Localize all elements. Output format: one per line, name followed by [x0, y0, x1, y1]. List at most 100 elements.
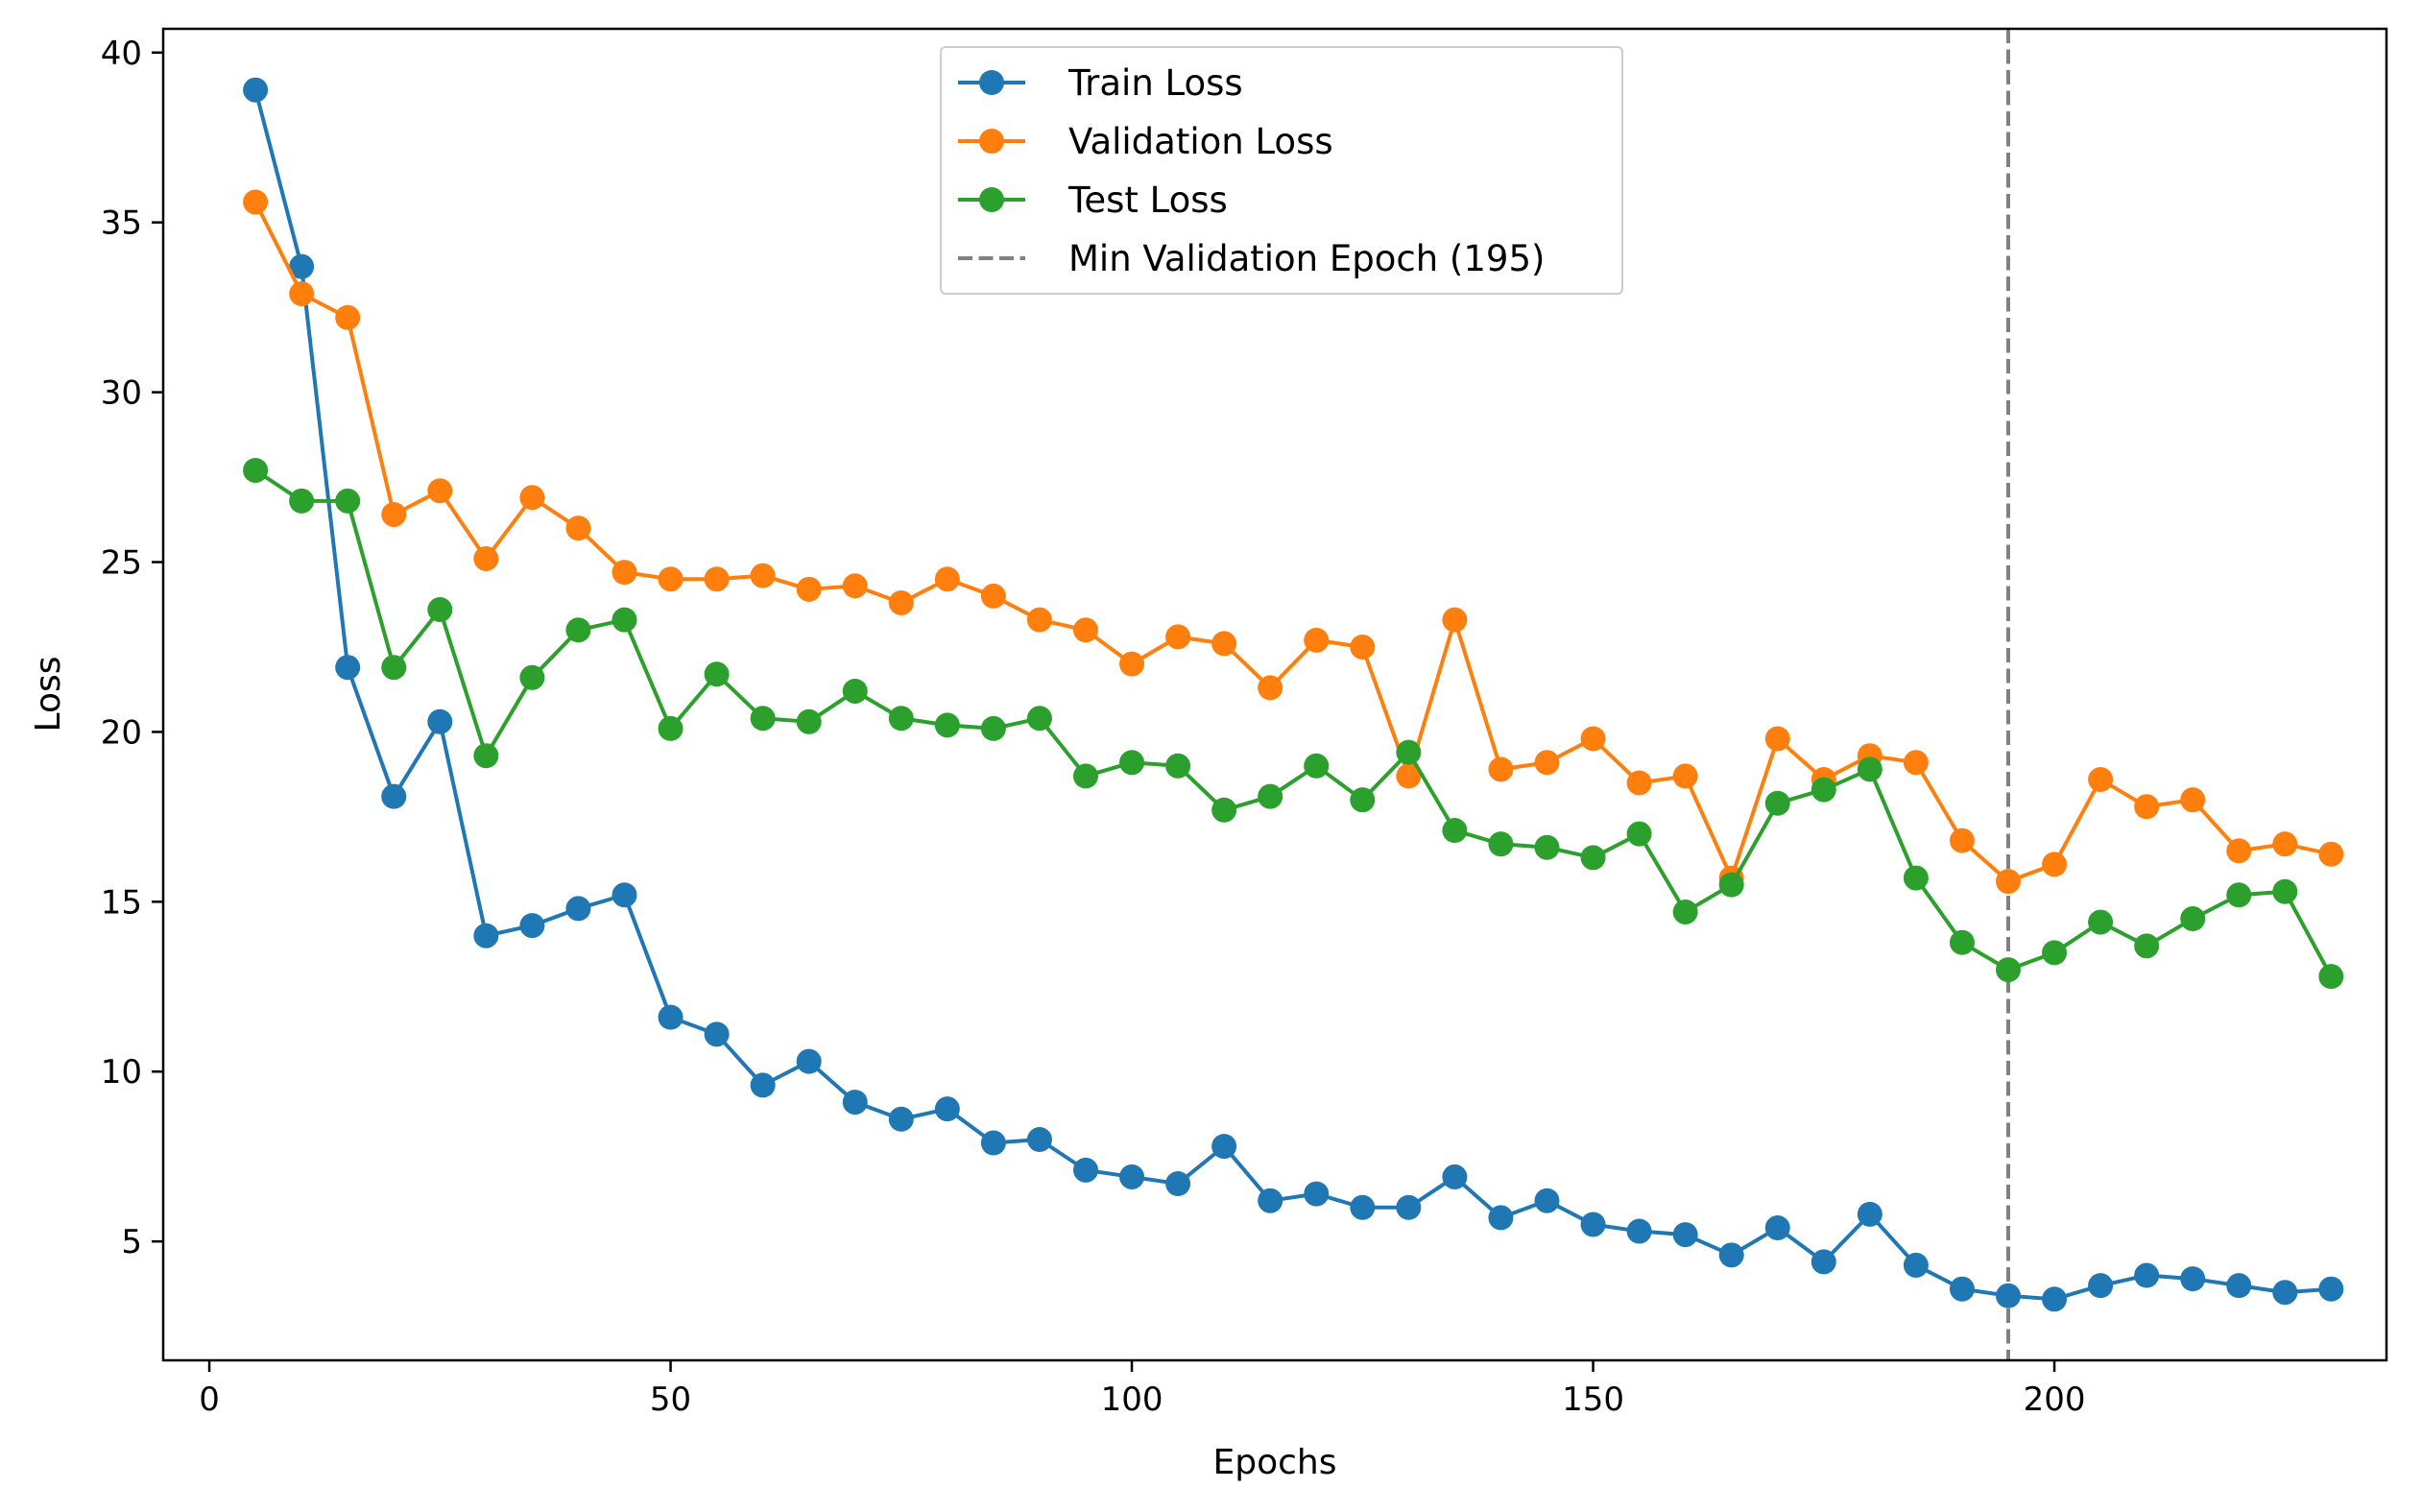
data-point-test-loss: [1211, 797, 1237, 823]
data-point-validation-loss: [381, 501, 407, 527]
data-point-test-loss: [2272, 878, 2298, 904]
data-point-validation-loss: [980, 583, 1006, 609]
data-point-train-loss: [1211, 1134, 1237, 1160]
x-tick-label: 150: [1562, 1380, 1624, 1419]
data-point-train-loss: [1857, 1201, 1882, 1227]
data-point-validation-loss: [1165, 624, 1191, 650]
data-point-test-loss: [1442, 818, 1468, 844]
legend-marker-test-loss: [979, 187, 1004, 212]
data-point-train-loss: [1764, 1215, 1790, 1241]
data-point-validation-loss: [750, 563, 776, 588]
data-point-test-loss: [1672, 899, 1698, 924]
data-point-test-loss: [842, 678, 868, 704]
data-point-train-loss: [427, 708, 453, 734]
data-point-validation-loss: [1626, 770, 1652, 796]
data-point-validation-loss: [1442, 607, 1468, 633]
data-point-train-loss: [1258, 1188, 1283, 1213]
legend: Train Loss Validation Loss Test Loss Min Va…: [940, 46, 1623, 295]
data-point-test-loss: [1857, 756, 1882, 782]
data-point-validation-loss: [1488, 756, 1514, 782]
data-point-test-loss: [1764, 790, 1790, 816]
x-axis-label: Epochs: [1213, 1443, 1337, 1482]
data-point-validation-loss: [888, 589, 914, 615]
series-test-loss: [243, 457, 2344, 990]
data-point-train-loss: [2318, 1276, 2344, 1302]
data-point-validation-loss: [1258, 675, 1283, 701]
data-point-test-loss: [1995, 957, 2021, 983]
data-point-train-loss: [1119, 1164, 1145, 1189]
data-point-train-loss: [1350, 1194, 1376, 1220]
legend-marker-validation-loss: [979, 129, 1004, 154]
data-point-test-loss: [381, 655, 407, 681]
data-point-test-loss: [1580, 845, 1606, 871]
data-point-train-loss: [1165, 1171, 1191, 1197]
data-point-validation-loss: [1072, 617, 1098, 643]
data-point-train-loss: [1672, 1222, 1698, 1248]
data-point-test-loss: [611, 607, 637, 633]
data-point-validation-loss: [2272, 831, 2298, 857]
data-point-test-loss: [1718, 872, 1744, 898]
data-point-validation-loss: [1672, 763, 1698, 789]
data-point-validation-loss: [2134, 794, 2160, 820]
data-point-test-loss: [1949, 929, 1975, 955]
data-point-test-loss: [2180, 906, 2206, 932]
data-point-validation-loss: [289, 280, 315, 306]
data-point-validation-loss: [934, 566, 960, 592]
data-point-train-loss: [1488, 1205, 1514, 1231]
legend-label-train-loss: Train Loss: [1067, 62, 1243, 104]
data-point-validation-loss: [427, 478, 453, 504]
data-point-train-loss: [289, 253, 315, 279]
plot-frame: [161, 27, 2388, 1362]
data-point-train-loss: [658, 1004, 683, 1030]
data-point-test-loss: [1626, 821, 1652, 847]
data-point-train-loss: [1626, 1218, 1652, 1244]
data-point-validation-loss: [1764, 726, 1790, 752]
data-point-train-loss: [1580, 1212, 1606, 1237]
data-point-train-loss: [796, 1048, 822, 1074]
data-point-validation-loss: [1396, 763, 1422, 789]
x-axis: 0 50 100 150 200: [199, 1360, 2085, 1419]
data-point-train-loss: [1903, 1252, 1929, 1278]
data-point-train-loss: [1304, 1181, 1330, 1207]
data-point-test-loss: [796, 708, 822, 734]
y-axis-label: Loss: [29, 657, 68, 732]
data-point-validation-loss: [2226, 838, 2252, 864]
data-point-validation-loss: [243, 189, 269, 215]
data-point-test-loss: [2318, 964, 2344, 990]
data-point-train-loss: [335, 655, 361, 681]
data-point-train-loss: [842, 1090, 868, 1116]
data-point-test-loss: [1534, 834, 1560, 860]
data-point-test-loss: [473, 743, 499, 769]
series-line-train-loss: [253, 87, 2334, 1302]
data-point-test-loss: [335, 488, 361, 514]
y-tick-label: 10: [101, 1053, 142, 1092]
data-point-validation-loss: [704, 566, 730, 592]
data-point-train-loss: [934, 1096, 960, 1122]
legend-label-test-loss: Test Loss: [1067, 180, 1228, 221]
series-layer: [243, 77, 2344, 1312]
data-point-test-loss: [1304, 753, 1330, 779]
data-point-train-loss: [2042, 1286, 2068, 1312]
x-tick-label: 0: [199, 1380, 220, 1419]
data-point-validation-loss: [842, 573, 868, 599]
data-point-validation-loss: [1350, 634, 1376, 660]
data-point-train-loss: [1534, 1188, 1560, 1213]
data-point-test-loss: [1119, 750, 1145, 776]
data-point-validation-loss: [1534, 750, 1560, 776]
series-validation-loss: [243, 189, 2344, 895]
data-point-train-loss: [519, 913, 545, 939]
data-point-test-loss: [427, 597, 453, 623]
data-point-test-loss: [704, 661, 730, 687]
data-point-validation-loss: [565, 516, 591, 541]
data-point-test-loss: [1396, 739, 1422, 765]
data-point-train-loss: [888, 1106, 914, 1132]
data-point-test-loss: [1258, 783, 1283, 809]
data-point-train-loss: [473, 923, 499, 948]
data-point-test-loss: [2134, 933, 2160, 959]
data-point-test-loss: [888, 706, 914, 732]
data-point-test-loss: [1072, 763, 1098, 789]
data-point-validation-loss: [1026, 607, 1052, 633]
data-point-validation-loss: [796, 576, 822, 602]
